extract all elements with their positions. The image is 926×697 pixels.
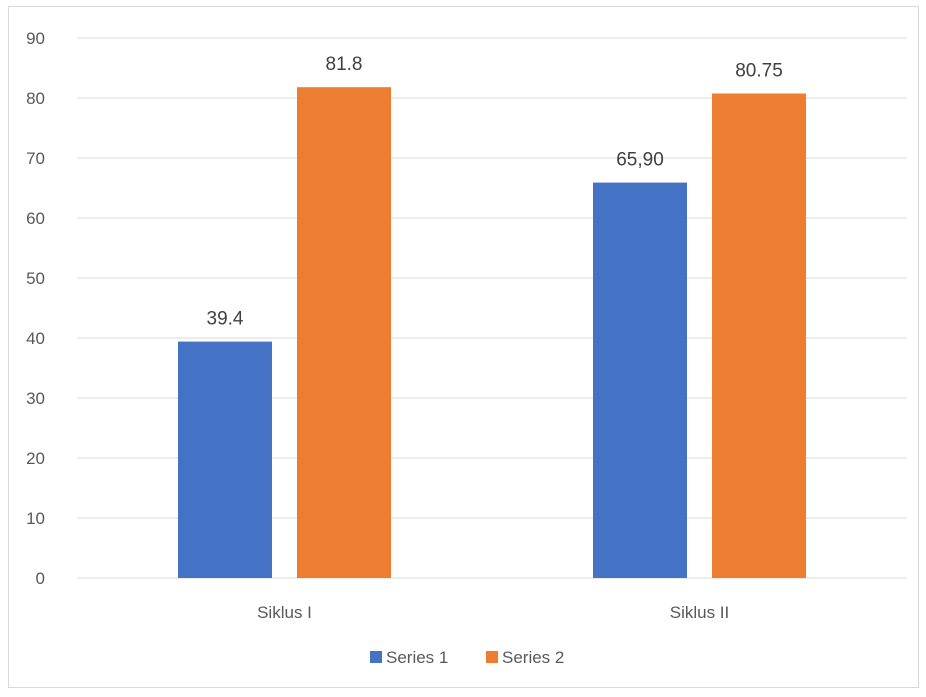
y-tick-label: 90 xyxy=(26,29,45,48)
y-tick-label: 10 xyxy=(26,509,45,528)
bar-series-2-1 xyxy=(297,87,391,578)
legend-item: Series 1 xyxy=(370,648,448,667)
data-labels: 39.4 81.8 65,90 80.75 xyxy=(207,54,783,329)
y-tick-label: 50 xyxy=(26,269,45,288)
data-label: 39.4 xyxy=(207,309,244,330)
y-axis-ticks: 0 10 20 30 40 50 60 70 80 90 xyxy=(26,29,45,588)
y-tick-label: 60 xyxy=(26,209,45,228)
y-tick-label: 20 xyxy=(26,449,45,468)
legend-swatch xyxy=(370,651,382,663)
y-tick-label: 80 xyxy=(26,89,45,108)
bar-series-1-1 xyxy=(178,341,272,578)
legend-swatch xyxy=(486,651,498,663)
y-tick-label: 40 xyxy=(26,329,45,348)
bar-series-1-2 xyxy=(593,182,687,578)
legend-label: Series 1 xyxy=(386,648,448,667)
x-tick-label: Siklus II xyxy=(670,603,730,622)
data-label: 65,90 xyxy=(616,150,664,171)
y-tick-label: 30 xyxy=(26,389,45,408)
y-tick-label: 70 xyxy=(26,149,45,168)
bars xyxy=(178,87,806,578)
x-axis-ticks: Siklus I Siklus II xyxy=(257,603,729,622)
legend: Series 1 Series 2 xyxy=(370,648,564,667)
legend-label: Series 2 xyxy=(502,648,564,667)
x-tick-label: Siklus I xyxy=(257,603,312,622)
y-tick-label: 0 xyxy=(36,569,45,588)
legend-item: Series 2 xyxy=(486,648,564,667)
data-label: 81.8 xyxy=(326,54,363,75)
data-label: 80.75 xyxy=(735,61,783,82)
bar-series-2-2 xyxy=(712,93,806,578)
